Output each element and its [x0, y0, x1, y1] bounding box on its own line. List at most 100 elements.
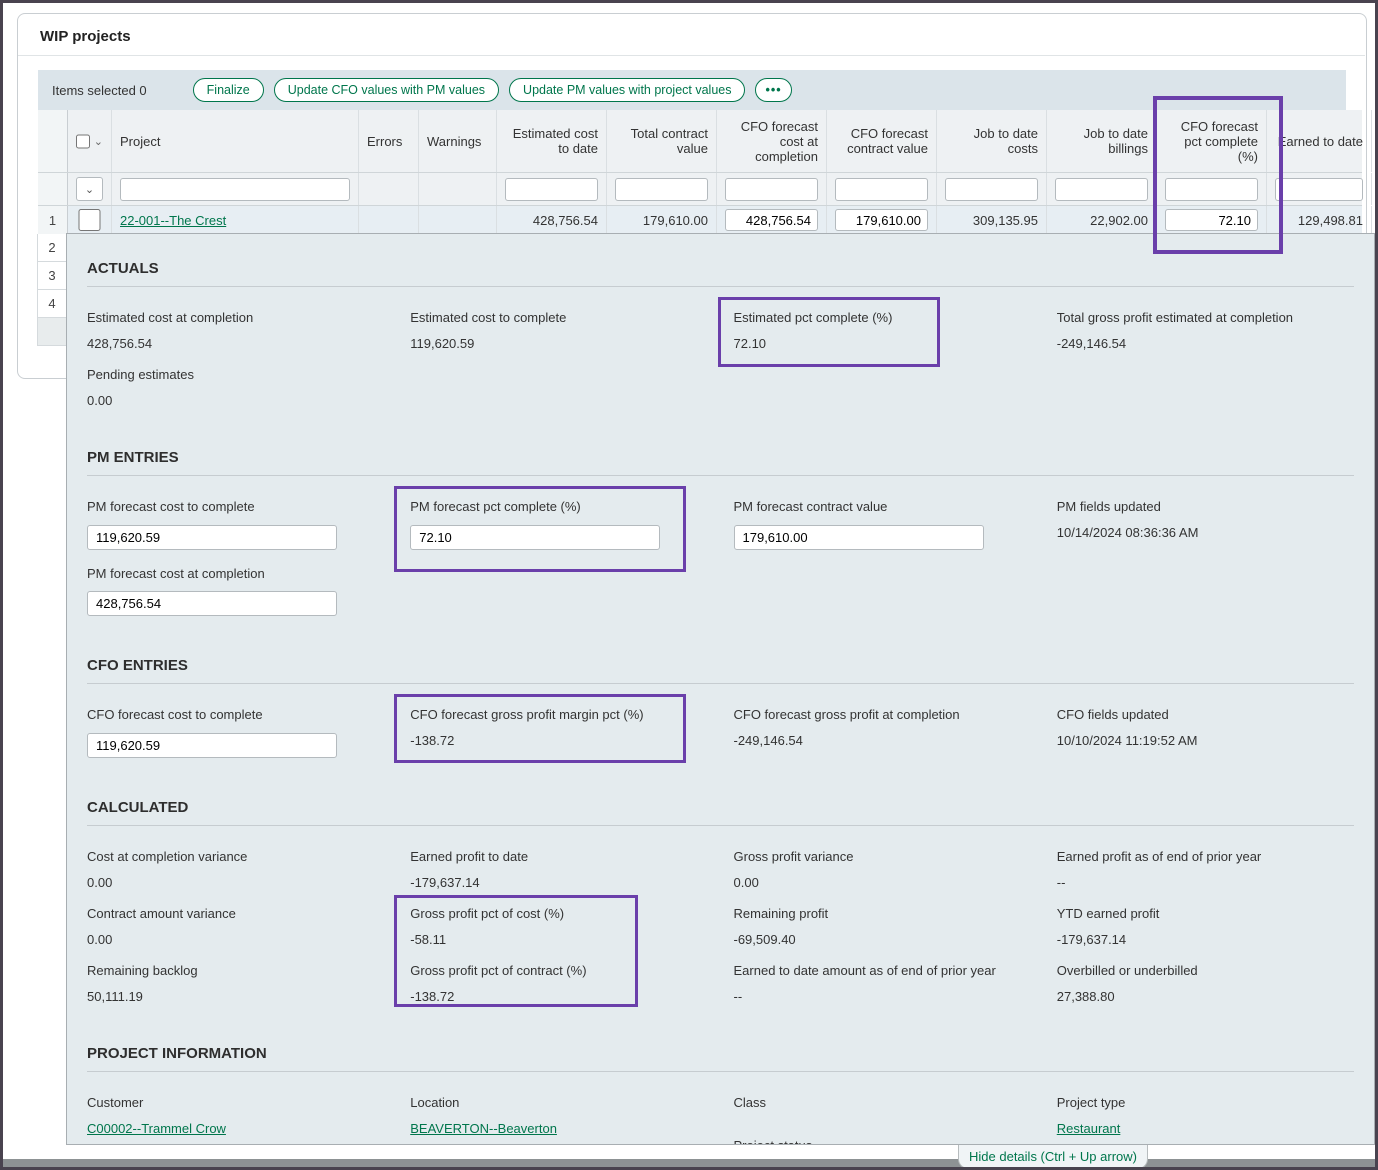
- filter-warnings-cell: [419, 173, 497, 205]
- cfo-entries-section: CFO forecast cost to complete CFO foreca…: [87, 694, 1354, 773]
- cfo-entries-heading: CFO ENTRIES: [87, 657, 1354, 685]
- cfo-forecast-cost-at-completion-input[interactable]: [725, 209, 818, 231]
- col-header-cfo-forecast-pct-complete[interactable]: CFO forecast pct complete (%): [1157, 110, 1267, 172]
- filter-errors-cell: [359, 173, 419, 205]
- wip-table: ⌄ Project Errors Warnings Estimated cost…: [38, 110, 1372, 235]
- ytd-earned-profit-field: YTD earned profit -179,637.14: [1056, 906, 1160, 947]
- filter-earned-to-date-input[interactable]: [1275, 177, 1363, 201]
- row-details-panel: ACTUALS Estimated cost at completion 428…: [66, 233, 1375, 1145]
- location-link[interactable]: BEAVERTON--Beaverton: [410, 1120, 557, 1136]
- pm-forecast-cost-to-complete-field: PM forecast cost to complete: [87, 498, 384, 550]
- overbilled-underbilled-field: Overbilled or underbilled 27,388.80: [1056, 962, 1198, 1004]
- col-header-cfo-forecast-contract-value[interactable]: CFO forecast contract value: [827, 110, 937, 172]
- filter-cfo-forecast-cost-at-completion-input[interactable]: [725, 177, 818, 201]
- col-header-cfo-forecast-cost-at-completion[interactable]: CFO forecast cost at completion: [717, 110, 827, 172]
- col-header-total-contract-value[interactable]: Total contract value: [607, 110, 717, 172]
- pm-entries-section: PM forecast cost to complete PM forecast…: [87, 485, 1354, 632]
- row-number: 1: [38, 206, 68, 234]
- pm-fields-updated-field: PM fields updated 10/14/2024 08:36:36 AM: [1056, 498, 1199, 540]
- earned-to-date-prior-year-field: Earned to date amount as of end of prior…: [733, 962, 996, 1004]
- page-title: WIP projects: [18, 14, 1365, 56]
- col-header-errors[interactable]: Errors: [359, 110, 419, 172]
- job-to-date-costs-cell: 309,135.95: [937, 206, 1047, 234]
- chevron-down-icon[interactable]: ⌄: [93, 135, 103, 148]
- warnings-cell: [419, 206, 497, 234]
- gp-pct-of-cost-field: Gross profit pct of cost (%) -58.11: [410, 906, 565, 947]
- pm-forecast-cost-at-completion-input[interactable]: [87, 591, 337, 617]
- highlight-box-cfo-gp-margin-pct: CFO forecast gross profit margin pct (%)…: [394, 694, 707, 764]
- col-header-job-to-date-costs[interactable]: Job to date costs: [937, 110, 1047, 172]
- estimated-cost-at-completion-field: Estimated cost at completion 428,756.54: [87, 310, 254, 351]
- row-checkbox[interactable]: [76, 209, 103, 231]
- select-all-cell: ⌄: [68, 110, 112, 172]
- row-number-2[interactable]: 2: [37, 234, 67, 262]
- update-cfo-values-button[interactable]: Update CFO values with PM values: [273, 78, 500, 102]
- hide-details-tab[interactable]: Hide details (Ctrl + Up arrow): [958, 1145, 1148, 1167]
- cfo-forecast-gp-margin-pct-field: CFO forecast gross profit margin pct (%)…: [410, 707, 644, 749]
- col-header-estimated-cost-to-date[interactable]: Estimated cost to date: [497, 110, 607, 172]
- filter-job-to-date-billings-input[interactable]: [1055, 177, 1148, 201]
- project-information-heading: PROJECT INFORMATION: [87, 1045, 1354, 1072]
- customer-field: Customer C00002--Trammel Crow: [87, 1094, 226, 1136]
- pm-forecast-contract-value-input[interactable]: [733, 524, 984, 550]
- select-menu-button[interactable]: ⌄: [76, 177, 103, 201]
- row-number-4[interactable]: 4: [37, 290, 67, 318]
- earned-profit-to-date-field: Earned profit to date -179,637.14: [410, 849, 529, 891]
- cfo-forecast-cost-to-complete-input[interactable]: [87, 733, 337, 759]
- highlight-box-gross-profit-pcts: Gross profit pct of cost (%) -58.11 Gros…: [394, 895, 707, 1007]
- gp-pct-of-contract-field: Gross profit pct of contract (%) -138.72: [410, 962, 587, 1004]
- finalize-button[interactable]: Finalize: [192, 78, 264, 102]
- actuals-heading: ACTUALS: [87, 260, 1354, 287]
- estimated-cost-to-complete-field: Estimated cost to complete 119,620.59: [410, 310, 567, 351]
- cfo-forecast-pct-complete-input[interactable]: [1165, 209, 1258, 231]
- filter-total-contract-value-input[interactable]: [615, 177, 708, 201]
- total-contract-value-cell: 179,610.00: [607, 206, 717, 234]
- filter-cfo-forecast-contract-value-input[interactable]: [835, 177, 928, 201]
- filter-row-number-cell: [38, 173, 68, 205]
- pm-forecast-cost-to-complete-input[interactable]: [87, 524, 337, 550]
- customer-link[interactable]: C00002--Trammel Crow: [87, 1120, 226, 1136]
- project-link[interactable]: 22-001--The Crest: [120, 212, 227, 228]
- filter-cfo-forecast-pct-complete-input[interactable]: [1165, 177, 1258, 201]
- row-number-header: [38, 110, 68, 172]
- pm-forecast-pct-complete-input[interactable]: [410, 524, 661, 550]
- earned-to-date-cell: 129,498.81: [1267, 206, 1372, 234]
- estimated-cost-to-date-cell: 428,756.54: [497, 206, 607, 234]
- errors-cell: [359, 206, 419, 234]
- filter-job-to-date-costs-input[interactable]: [945, 177, 1038, 201]
- cost-at-completion-variance-field: Cost at completion variance 0.00: [87, 849, 248, 891]
- pm-forecast-contract-value-field: PM forecast contract value: [733, 498, 1031, 550]
- gross-profit-variance-field: Gross profit variance 0.00: [733, 849, 854, 891]
- cfo-forecast-contract-value-input[interactable]: [835, 209, 928, 231]
- col-header-earned-to-date[interactable]: Earned to date: [1267, 110, 1372, 172]
- wip-projects-card: WIP projects Items selected 0 Finalize U…: [17, 13, 1372, 379]
- estimated-pct-complete-field: Estimated pct complete (%) 72.10: [733, 310, 893, 351]
- more-actions-button[interactable]: •••: [755, 78, 792, 102]
- row-number-blank: [37, 318, 67, 346]
- cfo-forecast-cost-to-complete-field: CFO forecast cost to complete: [87, 706, 384, 759]
- location-field: Location BEAVERTON--Beaverton: [410, 1094, 557, 1136]
- actuals-section: Estimated cost at completion 428,756.54 …: [87, 297, 1354, 423]
- calculated-heading: CALCULATED: [87, 799, 1354, 827]
- class-field: Class: [733, 1094, 767, 1110]
- update-pm-values-button[interactable]: Update PM values with project values: [509, 78, 746, 102]
- project-information-section: Customer C00002--Trammel Crow Project ma…: [87, 1094, 1354, 1144]
- remaining-backlog-field: Remaining backlog 50,111.19: [87, 962, 198, 1004]
- toolbar: Items selected 0 Finalize Update CFO val…: [38, 70, 1346, 110]
- col-header-warnings[interactable]: Warnings: [419, 110, 497, 172]
- project-type-link[interactable]: Restaurant: [1056, 1120, 1121, 1136]
- select-all-checkbox[interactable]: [76, 133, 90, 149]
- highlight-box-pm-forecast-pct-complete: PM forecast pct complete (%): [394, 485, 707, 572]
- row-number-3[interactable]: 3: [37, 262, 67, 290]
- col-header-project[interactable]: Project: [112, 110, 359, 172]
- filter-estimated-cost-to-date-input[interactable]: [505, 177, 598, 201]
- filter-project-input[interactable]: [120, 177, 350, 201]
- horizontal-scrollbar[interactable]: [3, 1159, 1375, 1167]
- col-header-job-to-date-billings[interactable]: Job to date billings: [1047, 110, 1157, 172]
- table-header-row: ⌄ Project Errors Warnings Estimated cost…: [38, 110, 1372, 173]
- cfo-forecast-gp-at-completion-field: CFO forecast gross profit at completion …: [733, 707, 960, 749]
- highlight-box-estimated-pct-complete: Estimated pct complete (%) 72.10: [717, 297, 1031, 367]
- table-filter-row: ⌄: [38, 173, 1372, 206]
- pm-forecast-pct-complete-field: PM forecast pct complete (%): [410, 498, 707, 550]
- table-row: 1 22-001--The Crest 428,756.54 179,610.0…: [38, 206, 1372, 235]
